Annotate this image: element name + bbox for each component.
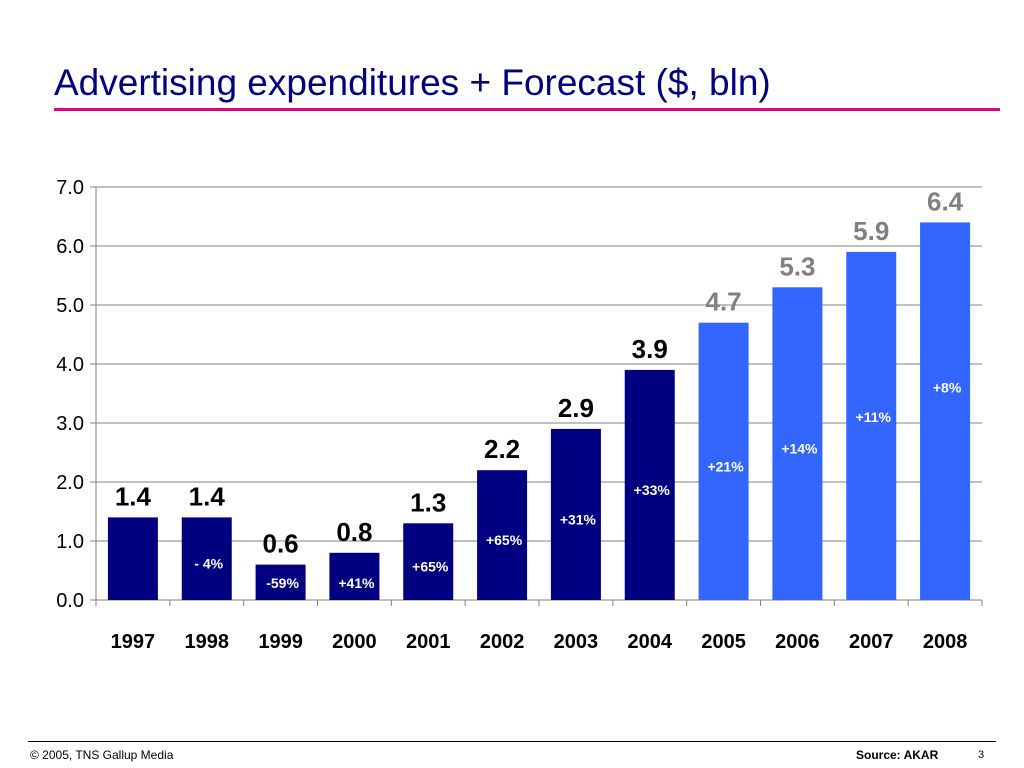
x-tick-label: 2006: [775, 631, 820, 653]
bar: [624, 369, 675, 600]
x-tick-label: 2005: [701, 631, 746, 653]
growth-label: +31%: [560, 511, 597, 527]
y-tick-label: 0.0: [56, 590, 84, 612]
x-tick-label: 2003: [554, 631, 599, 653]
bar: [846, 251, 897, 600]
data-label: 1.4: [189, 481, 226, 511]
bar: [550, 428, 601, 600]
bar: [477, 470, 528, 600]
y-tick-label: 7.0: [56, 177, 84, 199]
data-label: 0.8: [336, 517, 372, 547]
x-tick-label: 2008: [923, 631, 968, 653]
growth-label: +14%: [781, 441, 818, 457]
data-label: 1.4: [115, 481, 152, 511]
title-underline: [54, 108, 1000, 111]
growth-label: +65%: [486, 532, 523, 548]
growth-label: +11%: [856, 409, 892, 425]
data-label: 4.7: [706, 287, 742, 317]
y-tick-label: 6.0: [56, 236, 84, 258]
x-tick-label: 2000: [332, 631, 377, 653]
data-label: 5.3: [779, 251, 815, 281]
bar: [255, 564, 306, 600]
y-tick-label: 4.0: [56, 354, 84, 376]
x-tick-label: 1999: [258, 631, 303, 653]
bar-chart: 0.0 1.0 2.0 3.0 4.0 5.0 6.0 7.0 1.4 1997 1.4 - 4% 19…: [56, 177, 983, 653]
x-tick-label: 2004: [628, 631, 673, 653]
bar: [107, 517, 158, 600]
data-label: 5.9: [853, 216, 889, 246]
bar: [329, 552, 380, 600]
data-label: 3.9: [632, 334, 668, 364]
bar: [698, 322, 749, 600]
growth-label: +65%: [412, 559, 449, 575]
y-tick-label: 2.0: [56, 472, 84, 494]
source-text: Source: AKAR: [856, 748, 939, 762]
growth-label: +33%: [634, 482, 671, 498]
data-label: 0.6: [263, 529, 299, 559]
data-label: 2.2: [484, 434, 520, 464]
growth-label: +21%: [707, 458, 744, 474]
x-tick-label: 2001: [406, 631, 451, 653]
bar: [181, 517, 232, 600]
data-label: 1.3: [410, 487, 446, 517]
growth-label: -59%: [266, 575, 299, 591]
data-label: 6.4: [927, 186, 964, 216]
x-tick-label: 2007: [849, 631, 894, 653]
x-tick-label: 2002: [480, 631, 525, 653]
bar: [920, 222, 971, 600]
y-tick-label: 3.0: [56, 413, 84, 435]
page-title: Advertising expenditures + Forecast ($, …: [54, 62, 771, 103]
copyright-text: © 2005, TNS Gallup Media: [30, 748, 174, 762]
y-tick-label: 1.0: [56, 531, 84, 553]
footer-divider: [28, 741, 996, 742]
data-label: 2.9: [558, 393, 594, 423]
bar: [772, 287, 823, 600]
x-tick-label: 1997: [111, 631, 156, 653]
bar: [403, 523, 454, 600]
growth-label: +8%: [933, 379, 962, 395]
growth-label: - 4%: [194, 556, 223, 572]
x-tick-label: 1998: [185, 631, 230, 653]
y-tick-label: 5.0: [56, 295, 84, 317]
page-number: 3: [978, 749, 985, 761]
growth-label: +41%: [338, 575, 375, 591]
